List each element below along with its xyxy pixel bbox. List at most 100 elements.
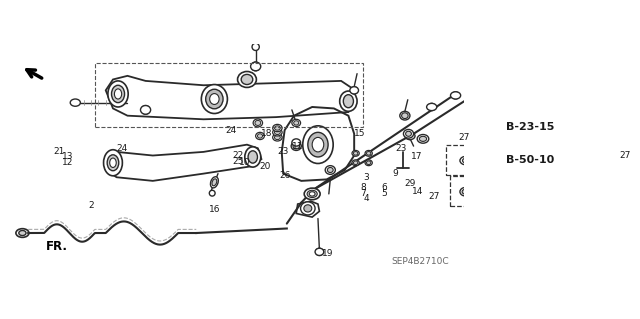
Ellipse shape xyxy=(353,161,358,165)
Text: 25: 25 xyxy=(232,157,243,166)
Ellipse shape xyxy=(417,135,429,143)
Text: 13: 13 xyxy=(61,152,73,161)
Ellipse shape xyxy=(304,188,320,200)
Ellipse shape xyxy=(402,113,408,119)
Ellipse shape xyxy=(275,130,280,135)
Ellipse shape xyxy=(451,92,461,99)
Ellipse shape xyxy=(340,91,357,111)
Text: 15: 15 xyxy=(353,129,365,138)
Text: 20: 20 xyxy=(259,162,271,171)
Text: 27: 27 xyxy=(459,133,470,142)
Ellipse shape xyxy=(212,179,217,186)
Ellipse shape xyxy=(292,139,301,146)
Ellipse shape xyxy=(275,135,280,140)
Ellipse shape xyxy=(367,152,371,155)
Circle shape xyxy=(452,92,460,99)
Text: 14: 14 xyxy=(412,187,424,196)
Ellipse shape xyxy=(107,155,119,171)
Ellipse shape xyxy=(16,229,29,237)
Ellipse shape xyxy=(291,142,301,151)
Ellipse shape xyxy=(463,158,470,163)
Ellipse shape xyxy=(245,147,260,167)
Ellipse shape xyxy=(303,126,333,163)
Circle shape xyxy=(252,62,260,71)
Ellipse shape xyxy=(353,152,358,155)
Ellipse shape xyxy=(315,248,324,256)
Ellipse shape xyxy=(304,205,312,212)
Text: 7: 7 xyxy=(360,189,365,198)
Text: 27: 27 xyxy=(428,192,440,201)
Text: 23: 23 xyxy=(396,144,407,153)
Ellipse shape xyxy=(255,132,264,140)
Ellipse shape xyxy=(307,190,317,197)
Ellipse shape xyxy=(350,87,358,94)
Ellipse shape xyxy=(248,151,257,163)
Ellipse shape xyxy=(210,93,219,104)
Text: B-23-15: B-23-15 xyxy=(506,122,554,132)
Text: 8: 8 xyxy=(360,183,365,192)
Ellipse shape xyxy=(108,81,128,107)
Ellipse shape xyxy=(352,160,359,166)
Text: 21: 21 xyxy=(53,147,65,156)
Text: 19: 19 xyxy=(322,249,333,258)
Ellipse shape xyxy=(405,132,415,140)
Text: 24: 24 xyxy=(116,144,128,153)
Ellipse shape xyxy=(70,99,81,106)
Ellipse shape xyxy=(460,187,472,196)
Text: 22: 22 xyxy=(233,151,244,160)
Ellipse shape xyxy=(309,192,315,196)
Circle shape xyxy=(428,103,435,111)
Ellipse shape xyxy=(419,136,427,141)
Ellipse shape xyxy=(104,150,122,176)
Ellipse shape xyxy=(211,177,218,188)
Ellipse shape xyxy=(308,132,328,157)
Ellipse shape xyxy=(109,158,116,167)
Text: 6: 6 xyxy=(381,183,387,192)
Ellipse shape xyxy=(365,151,372,156)
Text: 2: 2 xyxy=(88,201,94,210)
Circle shape xyxy=(209,190,215,196)
Ellipse shape xyxy=(312,137,324,152)
Text: 3: 3 xyxy=(364,173,369,182)
Ellipse shape xyxy=(115,89,122,99)
Text: 24: 24 xyxy=(225,126,237,135)
Ellipse shape xyxy=(205,89,223,109)
Text: 9: 9 xyxy=(392,169,398,178)
Circle shape xyxy=(141,106,150,114)
Ellipse shape xyxy=(460,156,473,165)
Ellipse shape xyxy=(253,119,262,127)
Ellipse shape xyxy=(111,85,125,103)
Ellipse shape xyxy=(367,161,371,165)
Ellipse shape xyxy=(292,119,301,127)
Ellipse shape xyxy=(273,124,282,132)
Ellipse shape xyxy=(400,111,410,120)
Ellipse shape xyxy=(343,95,353,108)
Ellipse shape xyxy=(202,85,227,114)
Ellipse shape xyxy=(141,106,150,114)
Text: 16: 16 xyxy=(209,205,220,214)
Ellipse shape xyxy=(257,134,262,138)
Text: 26: 26 xyxy=(279,171,291,180)
Text: 12: 12 xyxy=(61,158,73,167)
Ellipse shape xyxy=(328,167,333,173)
Text: SEP4B2710C: SEP4B2710C xyxy=(392,257,449,266)
Text: 23: 23 xyxy=(278,147,289,156)
Ellipse shape xyxy=(237,71,257,87)
Ellipse shape xyxy=(275,126,280,130)
Ellipse shape xyxy=(273,129,282,136)
Text: 18: 18 xyxy=(260,129,272,138)
Text: FR.: FR. xyxy=(45,240,68,253)
Text: 27: 27 xyxy=(620,151,631,160)
Ellipse shape xyxy=(241,74,253,85)
Ellipse shape xyxy=(365,160,372,166)
Text: 17: 17 xyxy=(412,152,423,161)
Text: B-50-10: B-50-10 xyxy=(506,155,554,165)
Ellipse shape xyxy=(462,189,469,194)
Text: 4: 4 xyxy=(364,194,369,203)
Ellipse shape xyxy=(406,131,412,136)
Ellipse shape xyxy=(325,166,335,174)
Ellipse shape xyxy=(255,120,260,125)
Circle shape xyxy=(316,248,323,256)
Circle shape xyxy=(406,132,413,140)
Circle shape xyxy=(351,87,358,94)
